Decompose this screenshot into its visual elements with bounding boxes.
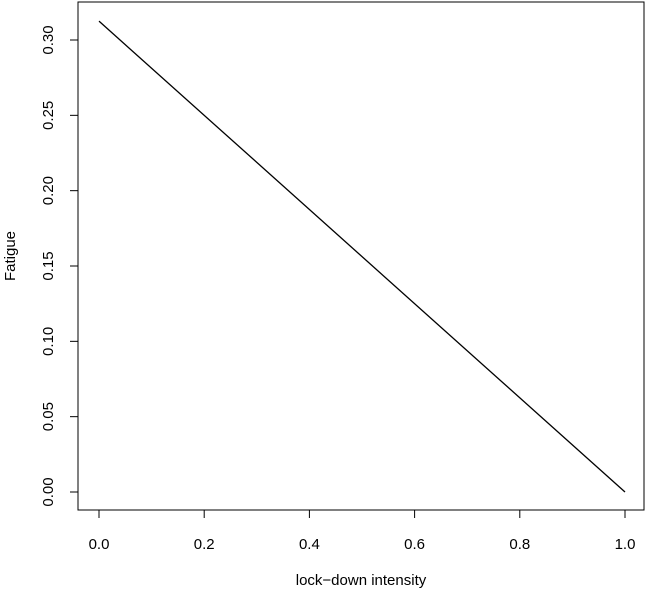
y-tick-label: 0.20 [40, 176, 57, 205]
y-tick-label: 0.30 [40, 25, 57, 54]
y-tick-label: 0.05 [40, 402, 57, 431]
series-layer [98, 20, 626, 493]
x-tick-label: 0.4 [299, 536, 320, 553]
x-tick-label: 0.6 [404, 536, 425, 553]
x-tick-label: 1.0 [615, 536, 636, 553]
y-tick-label: 0.10 [40, 327, 57, 356]
x-tick-label: 0.0 [89, 536, 110, 553]
y-axis-label: Fatigue [2, 231, 19, 281]
y-axis: 0.00 0.05 0.10 0.15 0.20 0.25 0.30 [40, 25, 79, 507]
x-tick-label: 0.8 [509, 536, 530, 553]
x-axis: 0.0 0.2 0.4 0.6 0.8 1.0 [89, 509, 636, 553]
y-tick-label: 0.15 [40, 251, 57, 280]
x-axis-label: lock−down intensity [296, 572, 427, 589]
y-tick-label: 0.00 [40, 477, 57, 506]
y-tick-label: 0.25 [40, 101, 57, 130]
x-tick-label: 0.2 [194, 536, 215, 553]
series-line [98, 20, 626, 493]
